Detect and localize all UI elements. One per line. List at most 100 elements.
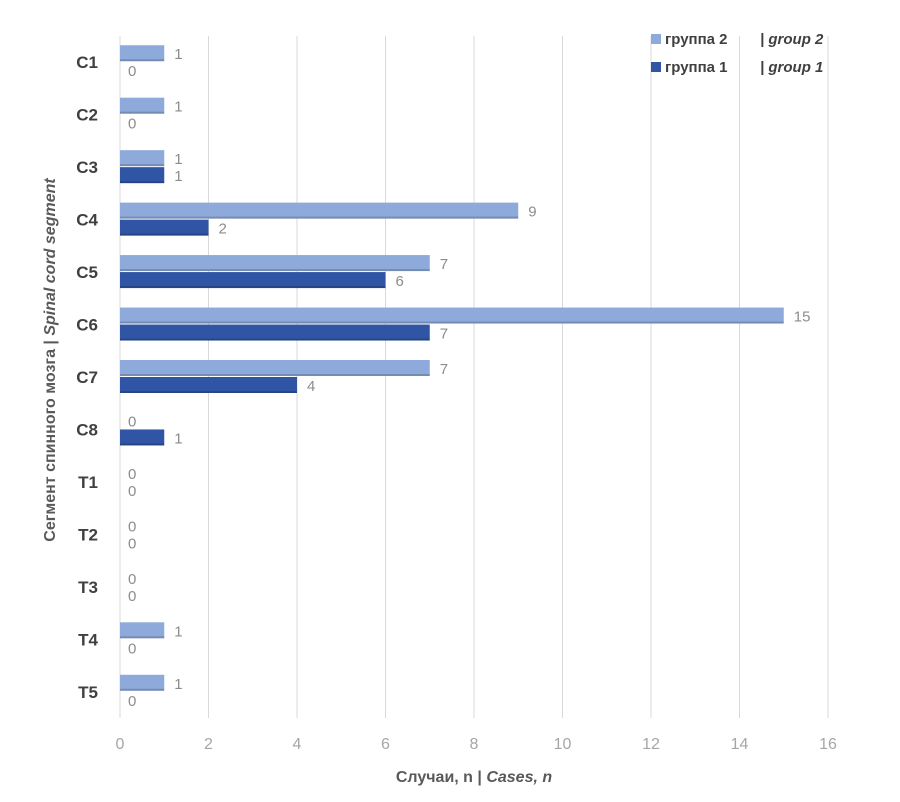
data-label-c2-series-0: 1: [174, 99, 182, 116]
data-label-c3-series-1: 1: [174, 168, 182, 185]
bar-c1-series-0: [120, 45, 165, 62]
y-axis-title-ru: Сегмент спинного мозга: [42, 349, 59, 542]
bar-c6-series-1: [120, 324, 430, 341]
bar-shadow-c7-series-0: [120, 374, 430, 376]
x-tick-label-14: 14: [731, 736, 749, 753]
y-category-labels: C1 C2 C3 C4 C5 C6 C7 C8 T1 T2 T3 T4 T5: [76, 53, 98, 702]
bar-t4-series-0: [120, 622, 165, 639]
data-label-t2-series-0: 0: [128, 518, 136, 535]
bar-shadow-c8-series-1: [120, 443, 165, 446]
bar-c3-series-1: [120, 167, 165, 184]
data-label-c2-series-1: 0: [128, 116, 136, 133]
y-category-label-t5: T5: [78, 683, 98, 702]
legend-label-group-1: группа 1 | group 1: [665, 59, 823, 76]
bar-c6-series-0: [120, 307, 784, 324]
data-label-t5-series-1: 0: [128, 693, 136, 710]
y-category-label-c5: C5: [76, 263, 98, 282]
bar-shadow-c7-series-1: [120, 391, 297, 393]
bar-c3-series-0: [120, 150, 165, 167]
y-category-label-t4: T4: [78, 630, 98, 649]
legend-label-group-2-en: | group 2: [760, 31, 824, 48]
x-axis-title: Случаи, n | Cases, n: [396, 769, 553, 786]
data-label-t3-series-0: 0: [128, 571, 136, 588]
y-category-label-t3: T3: [78, 578, 98, 597]
y-category-label-c6: C6: [76, 316, 98, 335]
data-label-t3-series-1: 0: [128, 588, 136, 605]
grid-lines: [119, 36, 829, 718]
data-label-t5-series-0: 1: [174, 676, 182, 693]
data-label-t1-series-0: 0: [128, 466, 136, 483]
y-axis-title-en: Spinal cord segment: [42, 178, 59, 336]
y-axis-title: Сегмент спинного мозга | Spinal cord seg…: [42, 178, 59, 542]
data-label-c7-series-1: 4: [307, 378, 315, 395]
x-tick-label-16: 16: [819, 736, 837, 753]
x-tick-label-2: 2: [204, 736, 213, 753]
y-category-label-t2: T2: [78, 525, 98, 544]
y-category-label-c3: C3: [76, 158, 98, 177]
bar-shadow-c6-series-1: [120, 338, 430, 341]
bar-c2-series-0: [120, 97, 165, 114]
x-tick-label-8: 8: [470, 736, 479, 753]
data-label-c1-series-0: 1: [174, 46, 182, 63]
data-label-c6-series-1: 7: [440, 326, 448, 343]
x-axis-title-separator: |: [473, 769, 486, 786]
data-label-c5-series-1: 6: [396, 273, 404, 290]
legend-label-group-2-ru: группа 2: [665, 31, 728, 48]
y-category-label-c2: C2: [76, 106, 98, 125]
data-label-c6-series-0: 15: [794, 309, 811, 326]
bar-c4-series-1: [120, 219, 209, 236]
x-tick-label-10: 10: [554, 736, 572, 753]
data-label-t1-series-1: 0: [128, 483, 136, 500]
legend-label-group-1-ru: группа 1: [665, 59, 728, 76]
bar-c7-series-0: [120, 360, 430, 376]
y-category-label-c1: C1: [76, 53, 98, 72]
x-axis-title-ru: Случаи, n: [396, 769, 473, 786]
data-label-c7-series-0: 7: [440, 361, 448, 378]
x-tick-labels: 0 2 4 6 8 10 12 14 16: [116, 736, 837, 753]
bar-shadow-c2-series-0: [120, 111, 165, 114]
data-label-t4-series-0: 1: [174, 623, 182, 640]
bar-shadow-c3-series-1: [120, 181, 165, 184]
bar-shadow-c4-series-1: [120, 233, 209, 236]
y-category-label-c4: C4: [76, 211, 98, 230]
data-label-c8-series-1: 1: [174, 430, 182, 447]
x-tick-label-0: 0: [116, 736, 125, 753]
bar-shadow-c3-series-0: [120, 164, 165, 167]
data-label-t2-series-1: 0: [128, 535, 136, 552]
bar-c4-series-0: [120, 202, 519, 219]
bar-shadow-t4-series-0: [120, 636, 165, 639]
legend-label-group-2: группа 2 | group 2: [665, 31, 824, 48]
x-tick-label-12: 12: [642, 736, 660, 753]
data-label-c8-series-0: 0: [128, 413, 136, 430]
bar-shadow-t5-series-0: [120, 688, 165, 691]
bar-c7-series-1: [120, 377, 297, 393]
y-axis-title-separator: |: [42, 336, 59, 349]
legend-swatch-group-2: [651, 34, 661, 44]
bar-shadow-c6-series-0: [120, 321, 784, 324]
data-label-c4-series-0: 9: [528, 204, 536, 221]
data-label-c4-series-1: 2: [219, 221, 227, 238]
bar-c5-series-0: [120, 255, 430, 272]
data-label-c1-series-1: 0: [128, 63, 136, 80]
x-axis-title-en: Cases, n: [486, 769, 552, 786]
x-tick-label-6: 6: [381, 736, 390, 753]
legend: группа 2 | group 2 группа 1 | group 1: [651, 31, 824, 76]
legend-swatch-group-1: [651, 62, 661, 72]
bar-shadow-c4-series-0: [120, 216, 519, 219]
bar-t5-series-0: [120, 674, 165, 691]
data-label-c3-series-0: 1: [174, 151, 182, 168]
y-category-label-t1: T1: [78, 473, 98, 492]
bar-shadow-c1-series-0: [120, 59, 165, 62]
bar-shadow-c5-series-1: [120, 286, 386, 289]
legend-label-group-1-en: | group 1: [760, 59, 823, 76]
bar-c5-series-1: [120, 272, 386, 289]
bars: [120, 45, 784, 691]
bar-c8-series-1: [120, 429, 165, 446]
x-tick-label-4: 4: [293, 736, 302, 753]
data-label-t4-series-1: 0: [128, 640, 136, 657]
y-category-label-c8: C8: [76, 420, 98, 439]
bar-shadow-c5-series-0: [120, 269, 430, 272]
